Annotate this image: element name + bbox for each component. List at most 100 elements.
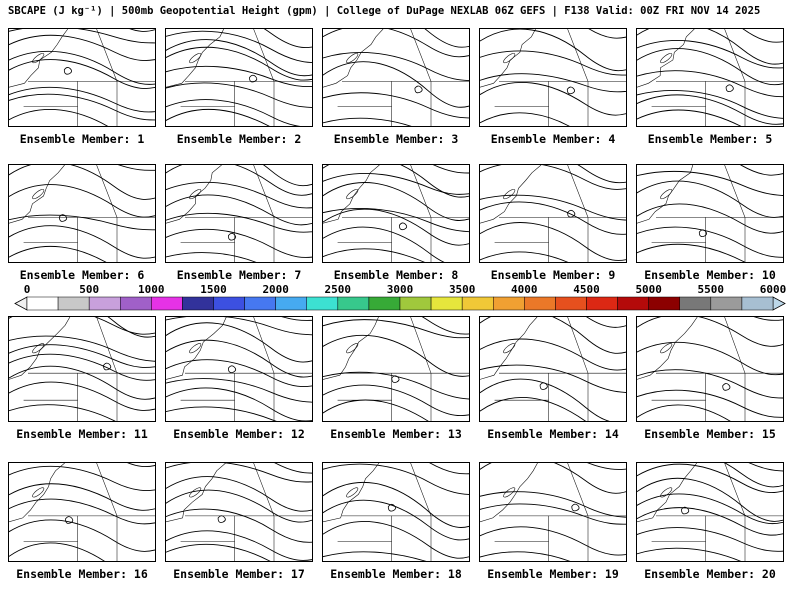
ensemble-panel: Ensemble Member: 2 — [165, 28, 313, 146]
map-line — [166, 228, 312, 258]
map-line — [480, 491, 626, 518]
map-line — [9, 483, 155, 511]
map-line — [480, 29, 536, 88]
map-line — [480, 526, 626, 556]
map-line — [480, 317, 538, 380]
ensemble-member-label: Ensemble Member: 15 — [644, 427, 776, 441]
ensemble-member-label: Ensemble Member: 7 — [176, 268, 302, 282]
map-line — [9, 519, 155, 552]
colorbar-segment — [741, 296, 774, 311]
map-line — [722, 383, 731, 391]
map-line — [480, 317, 626, 354]
map-line — [227, 232, 237, 241]
colorbar-segment — [26, 296, 59, 311]
colorbar-segment — [555, 296, 587, 311]
map-panel — [322, 28, 470, 127]
map-contours-svg — [480, 317, 626, 421]
map-line — [637, 29, 783, 65]
map-panel — [165, 316, 313, 422]
ensemble-panel: Ensemble Member: 6 — [8, 164, 156, 282]
map-line — [9, 165, 65, 224]
map-line — [323, 117, 412, 126]
ensemble-member-label: Ensemble Member: 5 — [647, 132, 773, 146]
ensemble-panel: Ensemble Member: 3 — [322, 28, 470, 146]
map-line — [323, 165, 469, 198]
map-line — [724, 165, 746, 218]
map-line — [166, 39, 312, 77]
island-outline — [503, 53, 516, 64]
map-line — [480, 503, 626, 525]
map-line — [637, 109, 742, 126]
map-line — [398, 222, 408, 231]
colorbar-tick-label: 4500 — [573, 283, 600, 296]
map-line — [166, 406, 278, 421]
cape-colorbar: 0 500 1000 1500 2000 2500 3000 3500 4000 4500 5000… — [14, 283, 786, 311]
map-panel — [479, 462, 627, 562]
map-line — [253, 29, 275, 82]
map-line — [323, 29, 469, 58]
map-contours-svg — [9, 463, 155, 561]
map-line — [637, 90, 783, 119]
island-outline — [660, 343, 673, 354]
ensemble-member-label: Ensemble Member: 10 — [644, 268, 776, 282]
map-line — [323, 371, 469, 400]
colorbar-tick-label: 2500 — [324, 283, 352, 296]
map-line — [323, 208, 469, 246]
map-line — [637, 341, 783, 376]
map-line — [253, 317, 275, 374]
map-line — [227, 365, 237, 373]
map-line — [9, 542, 105, 561]
map-panel — [165, 28, 313, 127]
map-line — [637, 527, 783, 552]
map-line — [9, 34, 155, 61]
island-outline — [346, 53, 359, 64]
island-outline — [503, 487, 516, 498]
map-contours-svg — [323, 165, 469, 262]
map-line — [698, 229, 707, 237]
map-line — [539, 382, 548, 390]
map-line — [9, 317, 155, 335]
map-line — [480, 81, 626, 116]
map-line — [637, 29, 695, 88]
map-line — [166, 463, 312, 483]
ensemble-member-label: Ensemble Member: 18 — [330, 567, 462, 581]
map-line — [637, 203, 783, 234]
ensemble-member-label: Ensemble Member: 13 — [330, 427, 462, 441]
colorbar-tick-label: 0 — [23, 283, 31, 296]
map-contours-svg — [480, 165, 626, 262]
map-line — [166, 108, 270, 126]
map-line — [637, 70, 783, 98]
colorbar-segment — [151, 296, 183, 311]
map-line — [9, 335, 155, 362]
map-line — [480, 396, 587, 421]
map-line — [577, 165, 626, 184]
colorbar-tick-label: 1500 — [200, 283, 227, 296]
ensemble-panel: Ensemble Member: 12 — [165, 316, 313, 441]
colorbar-segment — [57, 296, 90, 311]
map-line — [742, 29, 783, 43]
map-line — [480, 29, 626, 72]
ensemble-panel: Ensemble Member: 19 — [479, 462, 627, 581]
map-line — [9, 353, 155, 381]
island-outline — [189, 343, 202, 354]
map-line — [480, 73, 626, 93]
map-line — [637, 317, 698, 380]
colorbar-segment — [461, 296, 494, 311]
map-line — [748, 463, 783, 472]
map-line — [724, 317, 746, 374]
island-outline — [189, 487, 202, 498]
colorbar-segment — [275, 296, 308, 311]
map-line — [424, 29, 469, 48]
map-line — [724, 463, 746, 516]
ensemble-member-label: Ensemble Member: 12 — [173, 427, 305, 441]
colorbar-tick-label: 3500 — [448, 283, 476, 296]
map-line — [9, 465, 155, 491]
map-line — [9, 93, 155, 121]
map-panel — [165, 164, 313, 263]
colorbar-segment — [430, 296, 463, 311]
map-line — [9, 404, 116, 421]
ensemble-panel: Ensemble Member: 18 — [322, 462, 470, 581]
colorbar-tick-label: 3000 — [386, 283, 414, 296]
map-line — [9, 463, 65, 523]
map-line — [166, 212, 312, 233]
